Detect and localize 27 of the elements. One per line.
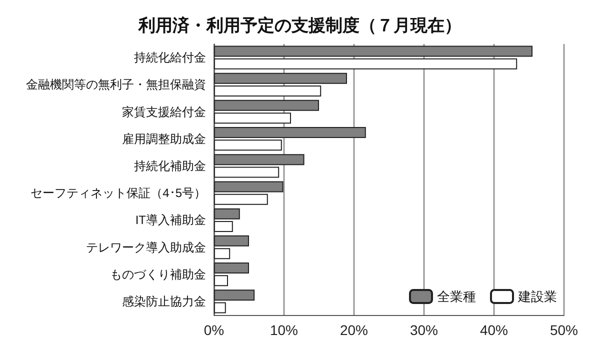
x-tick-label: 0% bbox=[204, 322, 224, 338]
bar bbox=[214, 58, 518, 70]
bar bbox=[214, 302, 226, 314]
x-tick-label: 10% bbox=[270, 322, 298, 338]
bar bbox=[214, 46, 532, 57]
x-tick-label: 20% bbox=[340, 322, 368, 338]
y-tick-label: 感染防止協力金 bbox=[122, 294, 206, 308]
y-tick-label: 持続化給付金 bbox=[134, 50, 206, 65]
y-tick-label: 家賃支援給付金 bbox=[122, 104, 206, 119]
y-tick-label: テレワーク導入助成金 bbox=[86, 240, 206, 254]
y-tick-label: セーフティネット保証（4･5号） bbox=[30, 186, 206, 200]
bar bbox=[214, 166, 280, 178]
x-tick-label: 40% bbox=[480, 322, 508, 338]
x-tick-label: 30% bbox=[410, 322, 438, 338]
bar bbox=[214, 181, 284, 192]
y-tick-label: IT導入補助金 bbox=[135, 213, 206, 228]
bar bbox=[214, 154, 304, 166]
x-tick-label: 50% bbox=[550, 322, 578, 338]
legend-label: 建設業 bbox=[517, 289, 557, 304]
y-tick-label: 金融機関等の無利子・無担保融資 bbox=[26, 78, 206, 92]
chart-title: 利用済・利用予定の支援制度（７月現在） bbox=[138, 16, 462, 35]
bar bbox=[214, 290, 255, 301]
bar bbox=[214, 194, 268, 205]
y-tick-label: 雇用調整助成金 bbox=[122, 132, 206, 146]
y-tick-label: ものづくり補助金 bbox=[110, 267, 206, 282]
legend-label: 全業種 bbox=[437, 289, 476, 304]
y-tick-label: 持続化補助金 bbox=[134, 158, 206, 173]
